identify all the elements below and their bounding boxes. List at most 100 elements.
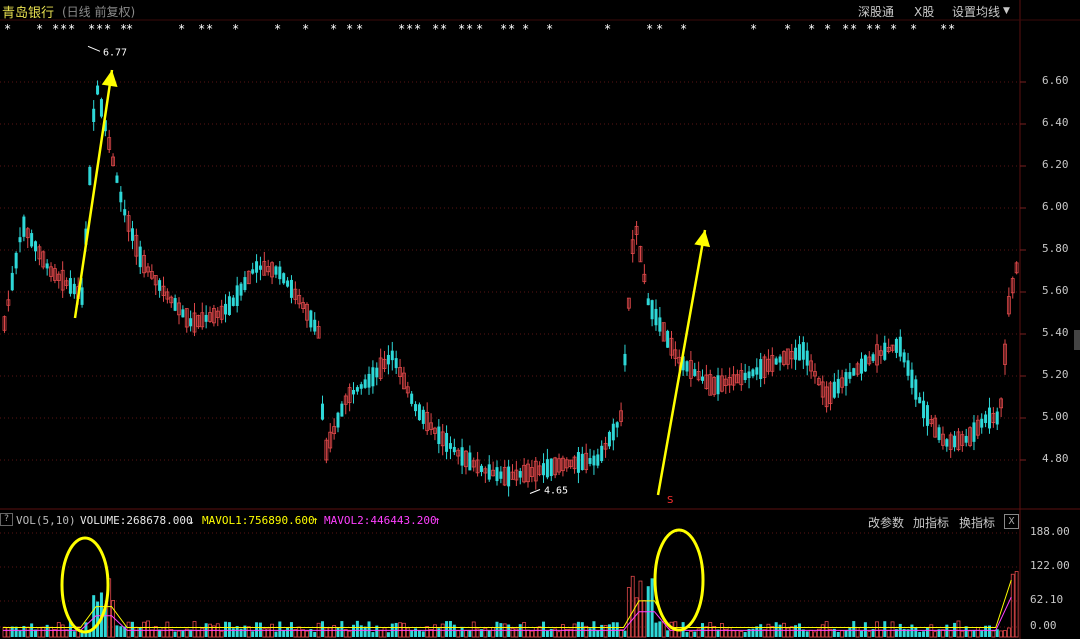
candle-body [158,280,162,291]
volume-bar [386,632,390,637]
info-marker[interactable]: * [948,22,956,36]
info-marker[interactable]: * [104,22,112,36]
volume-bar [956,620,961,638]
volume-bar [53,629,57,638]
candle-body [231,297,235,306]
candle-body [1010,278,1015,294]
info-marker[interactable]: * [500,22,508,36]
volume-bar [286,627,290,637]
candle-body [149,271,154,279]
info-marker[interactable]: * [398,22,406,36]
vol-indicator-name[interactable]: VOL(5,10) [16,514,76,527]
info-marker[interactable]: * [680,22,688,36]
candle-body [654,308,658,326]
info-marker[interactable]: * [910,22,918,36]
volume-bar [824,621,829,638]
candle-body [809,360,813,372]
chevron-down-icon[interactable]: ▼ [1003,6,1010,16]
info-marker[interactable]: * [842,22,850,36]
candle-body [848,372,852,379]
candle-body [332,426,337,435]
candle-body [80,287,84,305]
info-marker[interactable]: * [824,22,832,36]
info-marker[interactable]: * [414,22,422,36]
candle-body [340,403,344,417]
panel-resize-handle[interactable] [1074,330,1080,350]
info-marker[interactable]: * [466,22,474,36]
help-icon[interactable]: ? [0,513,13,526]
candle-body [568,459,573,468]
info-marker[interactable]: * [656,22,664,36]
add-indicator-button[interactable]: 加指标 [913,516,950,530]
info-marker[interactable]: * [850,22,858,36]
volume-bar [173,631,177,637]
candle-body [60,269,65,291]
info-marker[interactable]: * [60,22,68,36]
volume-bar [545,630,549,637]
info-marker[interactable]: * [52,22,60,36]
info-marker[interactable]: * [198,22,206,36]
volume-bar [832,628,836,637]
switch-indicator-button[interactable]: 换指标 [959,516,996,530]
info-marker[interactable]: * [96,22,104,36]
candle-body [766,358,771,372]
info-marker[interactable]: * [508,22,516,36]
info-marker[interactable]: * [940,22,948,36]
info-marker[interactable]: * [406,22,414,36]
stock-name[interactable]: 青岛银行 [2,6,55,21]
info-marker[interactable]: * [346,22,354,36]
info-marker[interactable]: * [126,22,134,36]
volume-bar [751,628,755,637]
candle-body [491,469,496,477]
close-icon[interactable]: X [1004,514,1019,529]
info-marker[interactable]: * [206,22,214,36]
info-marker[interactable]: * [4,22,12,36]
info-marker[interactable]: * [88,22,96,36]
info-marker[interactable]: * [522,22,530,36]
info-marker[interactable]: * [458,22,466,36]
info-marker[interactable]: * [68,22,76,36]
volume-bar [196,630,201,638]
info-marker[interactable]: * [36,22,44,36]
info-marker[interactable]: * [274,22,282,36]
volume-bar [138,627,142,637]
info-marker[interactable]: * [808,22,816,36]
candle-body [445,432,449,452]
link-hk-connect[interactable]: 深股通 [858,5,895,19]
info-marker[interactable]: * [356,22,364,36]
info-marker[interactable]: * [890,22,898,36]
info-marker[interactable]: * [750,22,758,36]
volume-bar [301,629,305,638]
volume-bar [693,631,697,637]
candle-body [255,261,259,273]
volume-bar [770,626,775,638]
candle-body [215,310,220,318]
edit-params-button[interactable]: 改参数 [868,516,905,530]
info-marker[interactable]: * [604,22,612,36]
info-marker[interactable]: * [432,22,440,36]
link-ma-settings[interactable]: 设置均线 [952,5,1001,19]
info-marker[interactable]: * [546,22,554,36]
volume-bar [603,625,608,638]
info-marker[interactable]: * [302,22,310,36]
info-marker[interactable]: * [874,22,882,36]
info-marker[interactable]: * [476,22,484,36]
volume-bar [251,631,255,637]
volume-bar [852,621,856,637]
volume-bar [522,622,527,638]
info-marker[interactable]: * [120,22,128,36]
info-marker[interactable]: * [330,22,338,36]
link-x-share[interactable]: X股 [914,5,935,19]
info-marker[interactable]: * [440,22,448,36]
info-marker[interactable]: * [784,22,792,36]
info-marker[interactable]: * [646,22,654,36]
info-marker[interactable]: * [178,22,186,36]
candle-body [720,375,724,392]
info-marker-row: * * * * * * * * * * * * * * * * * * * * * * * * * * * * * * * * * * * * * * * *… [0,22,1020,38]
volume-bar [336,627,340,637]
info-marker[interactable]: * [866,22,874,36]
candle-body [603,443,608,450]
candle-body [623,353,627,366]
info-marker[interactable]: * [232,22,240,36]
